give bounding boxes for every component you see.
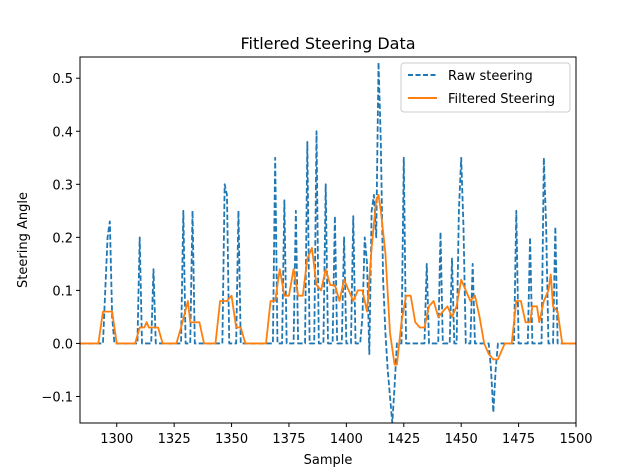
y-tick-label-5: 0.4 (52, 125, 73, 140)
chart-title: Fitlered Steering Data (240, 34, 415, 53)
legend-box (400, 62, 571, 113)
x-tick-label-2: 1350 (215, 432, 248, 447)
x-tick-label-7: 1475 (502, 432, 535, 447)
series-line-0 (80, 61, 576, 423)
x-tick-label-5: 1425 (387, 432, 420, 447)
y-tick-label-1: 0.0 (52, 337, 73, 352)
x-tick-label-1: 1325 (158, 432, 191, 447)
x-tick-label-3: 1375 (272, 432, 305, 447)
legend-label-filtered: Filtered Steering (448, 92, 555, 107)
legend: Raw steering Filtered Steering (400, 62, 571, 113)
x-tick-label-6: 1450 (445, 432, 478, 447)
x-tick-label-8: 1500 (559, 432, 592, 447)
y-tick-label-4: 0.3 (52, 178, 73, 193)
plot-background (80, 57, 576, 423)
plot-frame (79, 56, 577, 424)
y-tick-label-0: −0.1 (41, 390, 73, 405)
y-tick-label-2: 0.1 (52, 284, 73, 299)
series-layer (80, 61, 576, 423)
y-tick-label-6: 0.5 (52, 72, 73, 87)
x-tick-label-0: 1300 (100, 432, 133, 447)
y-axis-ticks: −0.1 0.0 0.1 0.2 0.3 0.4 0.5 (41, 72, 80, 405)
series-line-1 (80, 194, 576, 366)
y-axis-label: Steering Angle (16, 192, 31, 288)
x-axis-ticks: 1300 1325 1350 1375 1400 1425 1450 1475 1500 (100, 423, 593, 447)
y-tick-label-3: 0.2 (52, 231, 73, 246)
x-tick-label-4: 1400 (330, 432, 363, 447)
legend-label-raw: Raw steering (448, 69, 533, 84)
x-axis-label: Sample (304, 453, 353, 468)
